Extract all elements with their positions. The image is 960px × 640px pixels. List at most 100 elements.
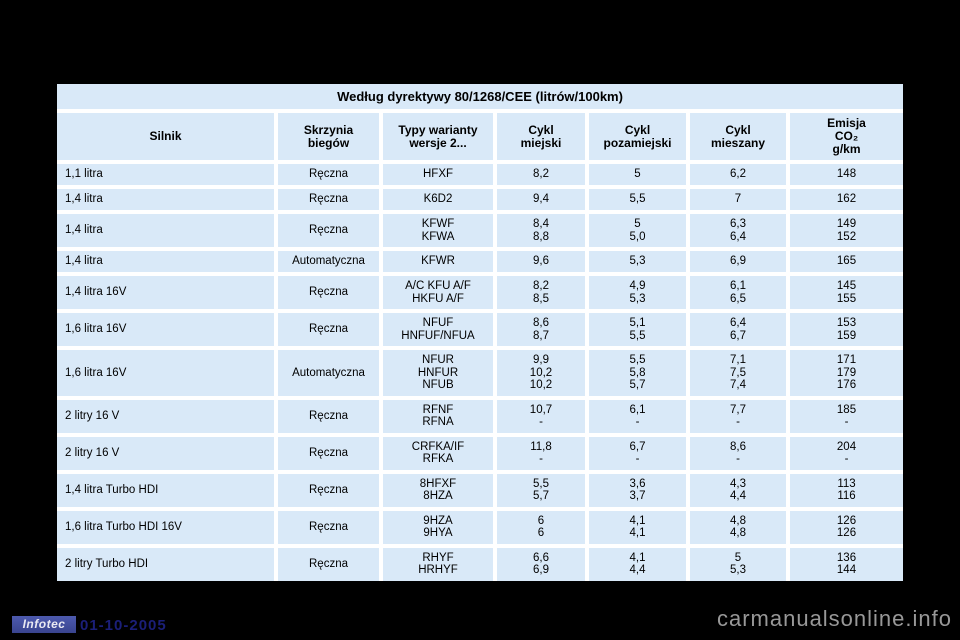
cell-gearbox: Ręczna bbox=[278, 214, 379, 247]
col-header-combined-cycle: Cykl mieszany bbox=[690, 113, 786, 160]
table-row: 2 litry 16 V Ręczna CRFKA/IF RFKA 11,8-6,7-8… bbox=[57, 436, 903, 470]
cell-variant: NFUF HNFUF/NFUA bbox=[383, 313, 493, 346]
cell-urban-cycle: 8,4 8,8 bbox=[497, 214, 585, 247]
table-row: 1,4 litra Ręczna KFWF KFWA 8,4 8,8 5 5,0 6,3 6,4 1… bbox=[57, 214, 903, 247]
cell-combined-cycle: 7,7- bbox=[690, 399, 786, 433]
cell-combined-cycle: 6,9 bbox=[690, 251, 786, 272]
cell-combined-cycle: 4,8 4,8 bbox=[690, 510, 786, 544]
col-header-extra-urban-cycle: Cykl pozamiejski bbox=[589, 113, 686, 160]
cell-engine: 1,4 litra bbox=[57, 251, 274, 272]
cell-co2-emission: 145 155 bbox=[790, 276, 903, 309]
cell-extra-urban-cycle: 5,3 bbox=[589, 251, 686, 272]
cell-engine: 1,6 litra 16V bbox=[57, 313, 274, 346]
cell-extra-urban-cycle: 5,1 5,5 bbox=[589, 313, 686, 346]
cell-extra-urban-cycle: 6,7- bbox=[589, 436, 686, 470]
watermark-text: carmanualsonline.info bbox=[716, 606, 952, 631]
cell-combined-cycle: 8,6- bbox=[690, 436, 786, 470]
cell-urban-cycle: 5,5 5,7 bbox=[497, 473, 585, 507]
cell-variant: RHYF HRHYF bbox=[383, 547, 493, 581]
cell-urban-cycle: 9,4 bbox=[497, 189, 585, 210]
infotec-logo: Infotec bbox=[12, 616, 76, 633]
cell-co2-emission: 113 116 bbox=[790, 473, 903, 507]
cell-combined-cycle: 7 bbox=[690, 189, 786, 210]
cell-engine: 2 litry Turbo HDI bbox=[57, 547, 274, 581]
cell-engine: 1,4 litra 16V bbox=[57, 276, 274, 309]
table-row: 1,4 litra Turbo HDI Ręczna 8HFXF 8HZA 5,5 5,7… bbox=[57, 473, 903, 507]
cell-co2-emission: 149 152 bbox=[790, 214, 903, 247]
cell-engine: 2 litry 16 V bbox=[57, 399, 274, 433]
cell-variant: KFWF KFWA bbox=[383, 214, 493, 247]
cell-combined-cycle: 4,3 4,4 bbox=[690, 473, 786, 507]
cell-gearbox: Ręczna bbox=[278, 510, 379, 544]
cell-extra-urban-cycle: 5 bbox=[589, 164, 686, 185]
cell-combined-cycle: 6,2 bbox=[690, 164, 786, 185]
table-row: 2 litry 16 V Ręczna RFNF RFNA 10,7-6,1-7,7-1… bbox=[57, 399, 903, 433]
cell-extra-urban-cycle: 6,1- bbox=[589, 399, 686, 433]
cell-urban-cycle: 9,9 10,2 10,2 bbox=[497, 350, 585, 396]
cell-engine: 1,4 litra bbox=[57, 214, 274, 247]
cell-extra-urban-cycle: 5,5 5,8 5,7 bbox=[589, 350, 686, 396]
col-header-co2-emission: Emisja CO₂ g/km bbox=[790, 113, 903, 160]
cell-co2-emission: 126 126 bbox=[790, 510, 903, 544]
cell-variant: A/C KFU A/F HKFU A/F bbox=[383, 276, 493, 309]
cell-gearbox: Ręczna bbox=[278, 547, 379, 581]
cell-variant: K6D2 bbox=[383, 189, 493, 210]
table-row: 1,6 litra 16V Ręczna NFUF HNFUF/NFUA 8,6 8,7 5… bbox=[57, 313, 903, 346]
table-row: 1,4 litra 16V Ręczna A/C KFU A/F HKFU A/F 8,… bbox=[57, 276, 903, 309]
cell-co2-emission: 204- bbox=[790, 436, 903, 470]
cell-extra-urban-cycle: 4,1 4,4 bbox=[589, 547, 686, 581]
cell-urban-cycle: 8,2 bbox=[497, 164, 585, 185]
cell-engine: 1,6 litra Turbo HDI 16V bbox=[57, 510, 274, 544]
cell-co2-emission: 162 bbox=[790, 189, 903, 210]
table-body: 1,1 litra Ręczna HFXF 8,2 5 6,2 148 1,4 litra Rę… bbox=[57, 164, 903, 581]
cell-extra-urban-cycle: 3,6 3,7 bbox=[589, 473, 686, 507]
cell-variant: HFXF bbox=[383, 164, 493, 185]
cell-co2-emission: 165 bbox=[790, 251, 903, 272]
cell-variant: KFWR bbox=[383, 251, 493, 272]
cell-urban-cycle: 6,6 6,9 bbox=[497, 547, 585, 581]
cell-variant: 9HZA 9HYA bbox=[383, 510, 493, 544]
cell-engine: 1,1 litra bbox=[57, 164, 274, 185]
col-header-variants: Typy warianty wersje 2... bbox=[383, 113, 493, 160]
cell-co2-emission: 153 159 bbox=[790, 313, 903, 346]
cell-co2-emission: 171 179 176 bbox=[790, 350, 903, 396]
cell-extra-urban-cycle: 4,1 4,1 bbox=[589, 510, 686, 544]
date-stamp: 01-10-2005 bbox=[80, 617, 167, 634]
table-row: 1,6 litra 16V Automatyczna NFUR HNFUR NFUB 9,… bbox=[57, 350, 903, 396]
cell-gearbox: Ręczna bbox=[278, 399, 379, 433]
table-row: 2 litry Turbo HDI Ręczna RHYF HRHYF 6,6 6,9 4,… bbox=[57, 547, 903, 581]
cell-combined-cycle: 6,1 6,5 bbox=[690, 276, 786, 309]
cell-gearbox: Ręczna bbox=[278, 164, 379, 185]
cell-co2-emission: 185- bbox=[790, 399, 903, 433]
cell-combined-cycle: 6,4 6,7 bbox=[690, 313, 786, 346]
cell-combined-cycle: 7,1 7,5 7,4 bbox=[690, 350, 786, 396]
cell-variant: NFUR HNFUR NFUB bbox=[383, 350, 493, 396]
cell-combined-cycle: 6,3 6,4 bbox=[690, 214, 786, 247]
table-row: 1,1 litra Ręczna HFXF 8,2 5 6,2 148 bbox=[57, 164, 903, 185]
cell-gearbox: Ręczna bbox=[278, 473, 379, 507]
col-header-engine: Silnik bbox=[57, 113, 274, 160]
cell-gearbox: Ręczna bbox=[278, 189, 379, 210]
cell-variant: 8HFXF 8HZA bbox=[383, 473, 493, 507]
table-row: 1,4 litra Ręczna K6D2 9,4 5,5 7 162 bbox=[57, 189, 903, 210]
table-header-row: Silnik Skrzynia biegów Typy warianty wersje … bbox=[57, 113, 903, 160]
cell-engine: 1,6 litra 16V bbox=[57, 350, 274, 396]
cell-urban-cycle: 8,6 8,7 bbox=[497, 313, 585, 346]
cell-gearbox: Automatyczna bbox=[278, 251, 379, 272]
col-header-urban-cycle: Cykl miejski bbox=[497, 113, 585, 160]
cell-combined-cycle: 5 5,3 bbox=[690, 547, 786, 581]
cell-extra-urban-cycle: 5 5,0 bbox=[589, 214, 686, 247]
cell-gearbox: Automatyczna bbox=[278, 350, 379, 396]
table-row: 1,6 litra Turbo HDI 16V Ręczna 9HZA 9HYA 6 6 4… bbox=[57, 510, 903, 544]
cell-gearbox: Ręczna bbox=[278, 436, 379, 470]
cell-gearbox: Ręczna bbox=[278, 276, 379, 309]
cell-extra-urban-cycle: 4,9 5,3 bbox=[589, 276, 686, 309]
cell-urban-cycle: 11,8- bbox=[497, 436, 585, 470]
cell-gearbox: Ręczna bbox=[278, 313, 379, 346]
table-title: Według dyrektywy 80/1268/CEE (litrów/100… bbox=[57, 84, 903, 109]
cell-engine: 1,4 litra Turbo HDI bbox=[57, 473, 274, 507]
cell-co2-emission: 148 bbox=[790, 164, 903, 185]
table-row: 1,4 litra Automatyczna KFWR 9,6 5,3 6,9 165 bbox=[57, 251, 903, 272]
